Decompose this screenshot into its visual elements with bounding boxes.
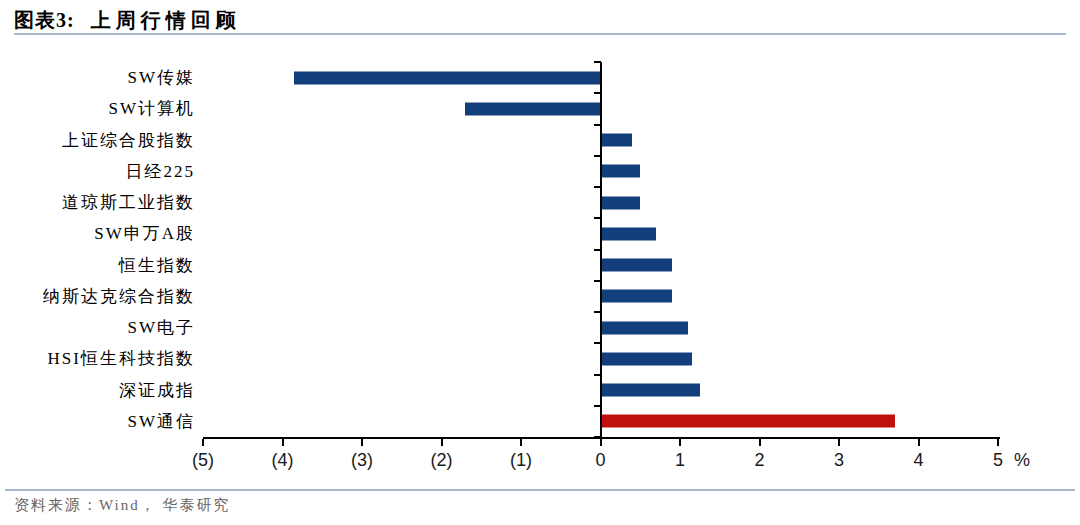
bar xyxy=(601,290,673,303)
bar xyxy=(601,165,641,178)
x-tick-label: (4) xyxy=(258,450,308,471)
x-tick-label: 3 xyxy=(814,450,864,471)
bar xyxy=(601,259,673,272)
report-figure: 图表3:上周行情回顾 SW传媒SW计算机上证综合股指数日经225道琼斯工业指数S… xyxy=(0,0,1080,525)
x-tick xyxy=(361,439,363,446)
x-tick xyxy=(759,439,761,446)
bar-chart: SW传媒 SW计算机上证综合股指数日经225 道琼斯工业指数 SW申万A股恒生指数纳斯… xyxy=(0,62,1080,479)
x-tick xyxy=(838,439,840,446)
category-tick xyxy=(594,217,601,219)
x-tick xyxy=(997,439,999,446)
chart-row: 日经225 xyxy=(0,156,998,187)
x-tick xyxy=(282,439,284,446)
chart-row: 上证综合股指数 xyxy=(0,125,998,156)
source-note: 资料来源：Wind， 华泰研究 xyxy=(14,496,1066,515)
chart-row: 纳斯达克综合指数 xyxy=(0,281,998,312)
category-tick xyxy=(594,186,601,188)
title-divider xyxy=(14,33,1066,35)
category-tick xyxy=(594,124,601,126)
chart-row: 道琼斯工业指数 xyxy=(0,187,998,218)
category-label: 纳斯达克综合指数 xyxy=(0,285,195,308)
figure-header: 图表3: 上周行情回顾 xyxy=(0,0,1080,33)
category-tick xyxy=(594,249,601,251)
figure-label: 图表3: xyxy=(14,9,75,31)
category-tick xyxy=(594,374,601,376)
bar xyxy=(601,134,633,147)
category-label: SW计算机 xyxy=(0,97,195,120)
figure-title: 上周行情回顾 xyxy=(91,9,241,31)
x-tick xyxy=(679,439,681,446)
category-tick xyxy=(594,280,601,282)
x-tick xyxy=(520,439,522,446)
category-tick xyxy=(594,436,601,438)
bar xyxy=(294,71,600,84)
bar xyxy=(601,227,657,240)
x-tick-label: (5) xyxy=(178,450,228,471)
bar xyxy=(601,384,700,397)
category-tick xyxy=(594,92,601,94)
chart-row: HSI恒生科技指数 xyxy=(0,343,998,374)
bar xyxy=(465,102,600,115)
category-label: HSI恒生科技指数 xyxy=(0,347,195,370)
x-axis: (5)(4)(3)(2)(1)012345% xyxy=(203,437,1063,479)
chart-row: 深证成指 xyxy=(0,375,998,406)
chart-row: SW电子 xyxy=(0,312,998,343)
x-tick-label: (3) xyxy=(337,450,387,471)
chart-row: SW传媒 xyxy=(0,62,998,93)
chart-row: SW申万A股 xyxy=(0,218,998,249)
category-label: SW申万A股 xyxy=(0,222,195,245)
category-tick xyxy=(594,311,601,313)
bar xyxy=(601,321,688,334)
category-label: SW传媒 xyxy=(0,66,195,89)
x-tick-label: 2 xyxy=(735,450,785,471)
category-label: SW电子 xyxy=(0,316,195,339)
chart-row: 恒生指数 xyxy=(0,250,998,281)
footer-divider xyxy=(5,489,1075,491)
axis-unit-label: % xyxy=(1014,450,1030,471)
category-tick xyxy=(594,342,601,344)
category-tick xyxy=(594,61,601,63)
category-label: 深证成指 xyxy=(0,379,195,402)
category-label: 恒生指数 xyxy=(0,254,195,277)
category-tick xyxy=(594,405,601,407)
zero-axis-line xyxy=(600,62,602,444)
chart-row: SW计算机 xyxy=(0,93,998,124)
bar xyxy=(601,415,895,428)
category-label: 道琼斯工业指数 xyxy=(0,191,195,214)
x-tick-label: 4 xyxy=(894,450,944,471)
x-tick xyxy=(918,439,920,446)
category-label: 日经225 xyxy=(0,160,195,183)
x-axis-line xyxy=(203,437,1000,439)
x-tick xyxy=(202,439,204,446)
bar xyxy=(601,196,641,209)
x-tick-label: 0 xyxy=(576,450,626,471)
category-label: SW通信 xyxy=(0,410,195,433)
x-tick-label: 1 xyxy=(655,450,705,471)
x-tick-label: (2) xyxy=(417,450,467,471)
x-tick xyxy=(441,439,443,446)
bar xyxy=(601,352,692,365)
category-tick xyxy=(594,155,601,157)
plot-area: SW传媒 SW计算机上证综合股指数日经225 道琼斯工业指数 SW申万A股恒生指数纳斯… xyxy=(0,62,998,437)
x-tick-label: (1) xyxy=(496,450,546,471)
chart-row: SW通信 xyxy=(0,406,998,437)
category-label: 上证综合股指数 xyxy=(0,129,195,152)
